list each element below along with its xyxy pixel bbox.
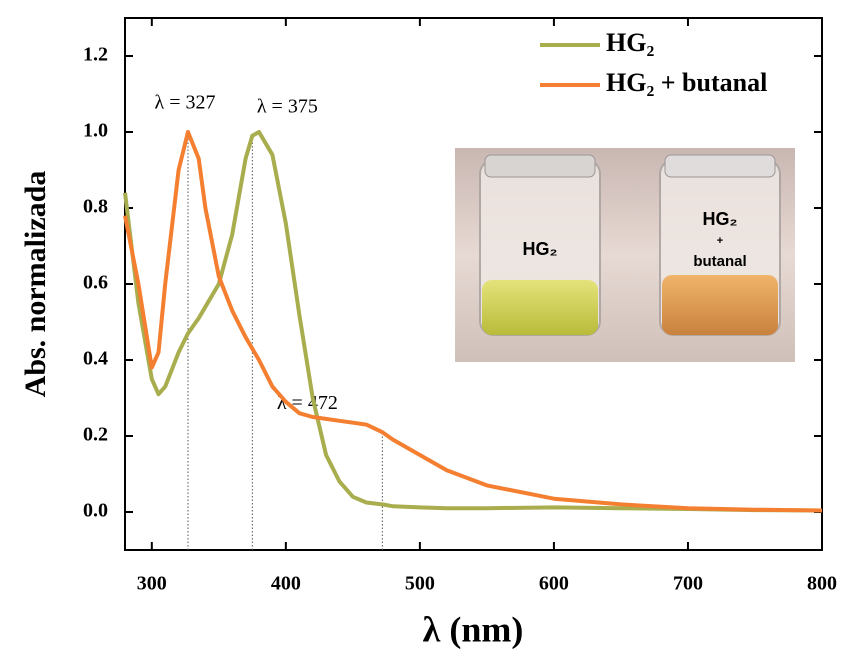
x-tick-label: 800 <box>807 573 837 595</box>
x-axis-label: λ (nm) <box>423 609 524 649</box>
inset-label: HG₂ <box>703 209 738 229</box>
x-tick-label: 600 <box>539 573 569 595</box>
y-tick-label: 0.6 <box>83 272 108 294</box>
legend-label: HG₂ <box>606 28 654 57</box>
legend-label: HG₂ + butanal <box>606 68 767 97</box>
y-axis-label: Abs. normalizada <box>19 171 52 398</box>
x-tick-label: 500 <box>405 573 435 595</box>
inset-photo <box>455 148 795 362</box>
inset-label: HG₂ <box>523 239 558 259</box>
annotation: λ = 375 <box>257 95 318 117</box>
x-tick-label: 300 <box>137 573 167 595</box>
y-tick-label: 0.4 <box>83 348 108 370</box>
y-tick-label: 0.0 <box>83 500 108 522</box>
series-line <box>123 130 823 513</box>
y-tick-label: 1.0 <box>83 120 108 142</box>
y-tick-label: 0.8 <box>83 196 108 218</box>
y-tick-label: 0.2 <box>83 424 108 446</box>
series-line <box>123 130 823 513</box>
inset-label: butanal <box>693 253 746 270</box>
inset-label: + <box>717 235 723 247</box>
y-tick-label: 1.2 <box>83 44 108 66</box>
annotation: λ = 327 <box>155 92 216 114</box>
x-tick-label: 700 <box>673 573 703 595</box>
x-tick-label: 400 <box>271 573 301 595</box>
